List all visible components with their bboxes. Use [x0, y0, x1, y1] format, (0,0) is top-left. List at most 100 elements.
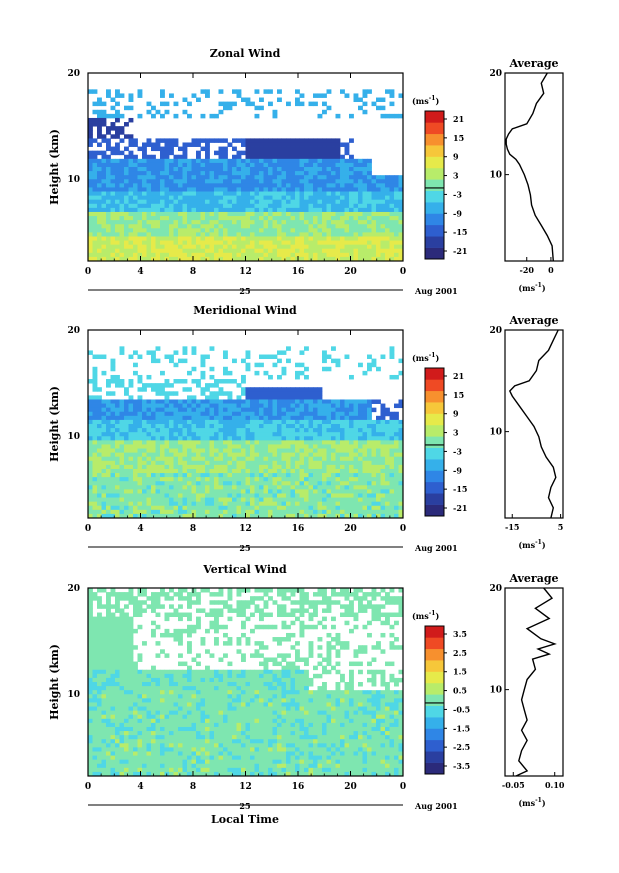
heatmap-cell [164, 407, 170, 413]
heatmap-cell [124, 183, 129, 188]
heatmap-cell [205, 452, 210, 458]
heatmap-cell [331, 477, 336, 482]
heatmap-cell [88, 432, 93, 437]
heatmap-cell [169, 175, 174, 180]
heatmap-cell [241, 513, 246, 519]
heatmap-cell [191, 419, 197, 425]
heatmap-cell [232, 179, 237, 184]
heatmap-cell [151, 236, 156, 241]
heatmap-cell [191, 179, 197, 184]
heatmap-cell [137, 113, 143, 119]
heatmap-cell [146, 171, 152, 176]
heatmap-cell [340, 187, 345, 192]
heatmap-cell [236, 93, 242, 98]
heatmap-cell [254, 89, 260, 94]
heatmap-cell [124, 134, 129, 139]
heatmap-cell [178, 248, 183, 254]
heatmap-cell [110, 407, 116, 413]
heatmap-cell [146, 179, 152, 184]
heatmap-cell [281, 195, 287, 201]
heatmap-cell [394, 203, 399, 209]
heatmap-cell [313, 513, 318, 519]
heatmap-cell [101, 370, 107, 376]
heatmap-cell [142, 228, 147, 233]
heatmap-cell [115, 735, 120, 740]
heatmap-cell [88, 718, 93, 724]
heatmap-cell [272, 109, 278, 115]
heatmap-cell [97, 628, 102, 634]
heatmap-cell [250, 138, 255, 143]
heatmap-cell [322, 473, 327, 478]
heatmap-cell [326, 158, 332, 164]
heatmap-cell [146, 403, 152, 409]
heatmap-cell [214, 191, 219, 197]
heatmap-cell [196, 142, 201, 147]
heatmap-cell [331, 150, 336, 156]
heatmap-cell [362, 485, 368, 490]
heatmap-cell [128, 497, 134, 503]
heatmap-cell [164, 216, 170, 221]
heatmap-cell [286, 456, 291, 462]
heatmap-cell [380, 501, 386, 507]
heatmap-cell [358, 415, 363, 421]
heatmap-cell [119, 419, 125, 425]
heatmap-cell [106, 224, 111, 229]
heatmap-cell [88, 154, 93, 160]
heatmap-cell [268, 154, 273, 160]
heatmap-cell [173, 240, 179, 246]
heatmap-cell [115, 714, 120, 720]
heatmap-cell [335, 146, 341, 152]
heatmap-cell [317, 138, 323, 143]
heatmap-cell [371, 424, 377, 429]
heatmap-cell [326, 240, 332, 246]
heatmap-cell [124, 657, 129, 662]
heatmap-cell [151, 358, 156, 364]
heatmap-cell [160, 171, 165, 176]
heatmap-cell [97, 424, 102, 429]
heatmap-cell [317, 419, 323, 425]
heatmap-cell [308, 199, 314, 205]
heatmap-cell [182, 481, 188, 486]
heatmap-cell [155, 138, 161, 143]
heatmap-cell [317, 513, 323, 519]
colorbar-swatch [425, 470, 444, 483]
heatmap-cell [169, 256, 174, 262]
heatmap-cell [101, 759, 107, 765]
heatmap-cell [133, 211, 138, 217]
heatmap-cell [133, 179, 138, 184]
heatmap-cell [97, 600, 102, 605]
heatmap-cell [124, 706, 129, 712]
heatmap-cell [209, 113, 215, 119]
heatmap-cell [97, 211, 102, 217]
heatmap-cell [101, 763, 107, 769]
heatmap-cell [349, 460, 354, 466]
heatmap-cell [344, 183, 350, 188]
heatmap-cell [209, 419, 215, 425]
heatmap-cell [367, 424, 372, 429]
heatmap-cell [124, 632, 129, 638]
heatmap-cell [101, 399, 107, 404]
heatmap-cell [191, 228, 197, 233]
heatmap-cell [182, 464, 188, 470]
heatmap-cell [385, 501, 390, 507]
heatmap-cell [317, 252, 323, 258]
heatmap-cell [214, 513, 219, 519]
heatmap-cell [304, 428, 309, 433]
heatmap-cell [119, 460, 125, 466]
heatmap-cell [340, 236, 345, 241]
heatmap-cell [362, 256, 368, 262]
heatmap-cell [128, 645, 134, 650]
heatmap-cell [322, 207, 327, 213]
heatmap-cell [110, 771, 116, 777]
heatmap-cell [92, 244, 98, 250]
heatmap-cell [128, 232, 134, 237]
heatmap-cell [119, 207, 125, 213]
heatmap-cell [250, 424, 255, 429]
heatmap-cell [88, 158, 93, 164]
heatmap-cell [88, 162, 93, 168]
heatmap-cell [146, 448, 152, 454]
heatmap-cell [290, 485, 296, 490]
heatmap-cell [272, 142, 278, 147]
heatmap-cell [173, 236, 179, 241]
heatmap-cell [331, 358, 336, 364]
